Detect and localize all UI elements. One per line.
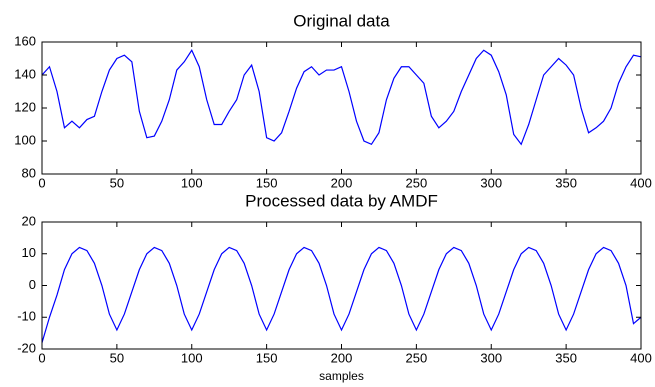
y-tick-label: 160 [14, 33, 36, 48]
x-tick-label: 50 [110, 350, 124, 365]
y-tick-label: 80 [22, 165, 36, 180]
y-tick-label: 20 [22, 213, 36, 228]
x-tick-label: 0 [38, 350, 45, 365]
x-tick-label: 100 [181, 350, 203, 365]
x-tick-label: 350 [555, 175, 577, 190]
x-tick-label: 200 [331, 175, 353, 190]
x-tick-label: 400 [630, 175, 652, 190]
x-tick-label: 150 [256, 350, 278, 365]
x-tick-label: 250 [406, 350, 428, 365]
y-tick-label: -10 [17, 309, 36, 324]
y-tick-label: 140 [14, 66, 36, 81]
y-tick-label: 10 [22, 245, 36, 260]
x-tick-label: 300 [480, 350, 502, 365]
data-line [41, 49, 642, 146]
y-tick-label: 120 [14, 99, 36, 114]
x-tick-label: 400 [630, 350, 652, 365]
y-tick-label: 100 [14, 132, 36, 147]
x-tick-label: 250 [406, 175, 428, 190]
x-tick-label: 150 [256, 175, 278, 190]
x-tick-label: 300 [480, 175, 502, 190]
chart-title: Processed data by AMDF [245, 191, 438, 210]
x-tick-label: 0 [38, 175, 45, 190]
y-tick-label: -20 [17, 340, 36, 355]
y-tick-label: 0 [29, 277, 36, 292]
x-tick-label: 50 [110, 175, 124, 190]
x-tick-label: 200 [331, 350, 353, 365]
data-line [41, 246, 642, 343]
x-axis-label: samples [319, 369, 364, 383]
chart-title: Original data [293, 11, 390, 30]
x-tick-label: 100 [181, 175, 203, 190]
x-tick-label: 350 [555, 350, 577, 365]
